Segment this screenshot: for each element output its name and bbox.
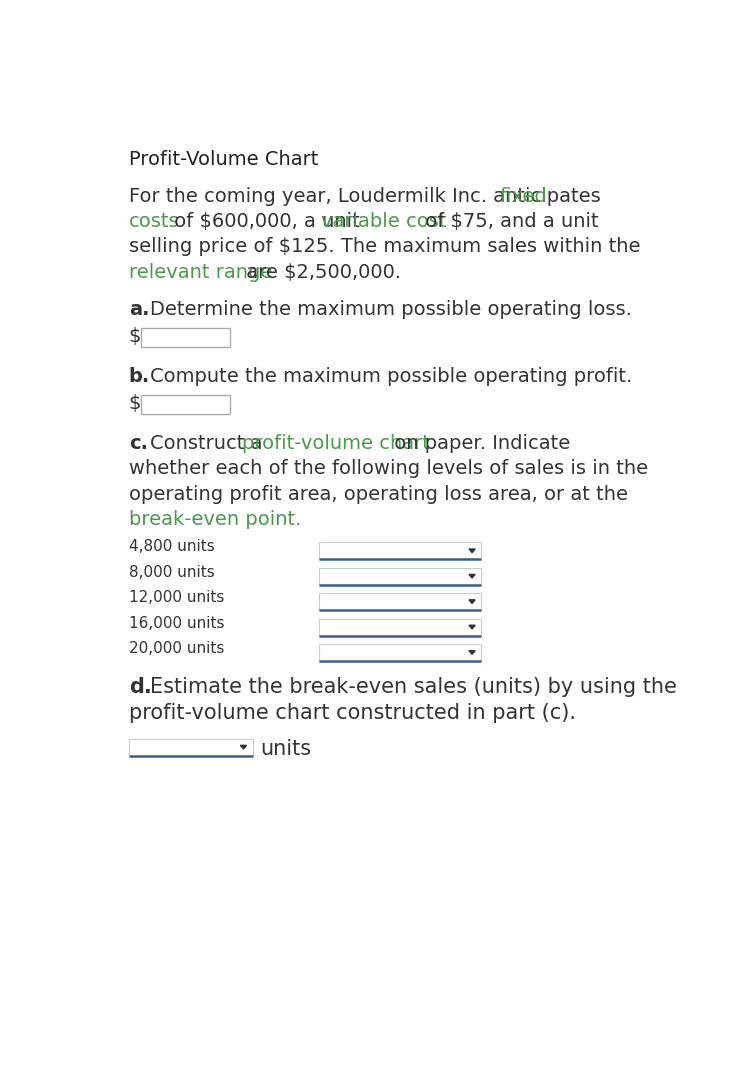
Polygon shape	[469, 651, 475, 654]
Text: whether each of the following levels of sales is in the: whether each of the following levels of …	[128, 460, 648, 478]
Text: of $75, and a unit: of $75, and a unit	[419, 212, 599, 231]
Text: on paper. Indicate: on paper. Indicate	[388, 434, 570, 453]
Text: c.: c.	[128, 434, 148, 453]
Text: Determine the maximum possible operating loss.: Determine the maximum possible operating…	[150, 300, 632, 319]
Text: $: $	[128, 394, 141, 412]
Text: Profit-Volume Chart: Profit-Volume Chart	[128, 150, 318, 170]
Text: Construct a: Construct a	[150, 434, 269, 453]
Text: For the coming year, Loudermilk Inc. anticipates: For the coming year, Loudermilk Inc. ant…	[128, 187, 607, 205]
Text: $: $	[128, 326, 141, 346]
Bar	[141, 395, 231, 413]
Text: 12,000 units: 12,000 units	[128, 590, 224, 605]
Text: 8,000 units: 8,000 units	[128, 565, 215, 580]
Text: profit-volume chart: profit-volume chart	[243, 434, 430, 453]
Text: b.: b.	[128, 367, 150, 386]
Text: fixed: fixed	[499, 187, 547, 205]
Text: 20,000 units: 20,000 units	[128, 641, 224, 656]
Text: of $600,000, a unit: of $600,000, a unit	[168, 212, 366, 231]
Polygon shape	[469, 575, 475, 578]
Bar	[318, 644, 481, 661]
Text: break-even point.: break-even point.	[128, 510, 301, 529]
Text: a.: a.	[128, 300, 149, 319]
Text: d.: d.	[128, 677, 152, 697]
Text: 4,800 units: 4,800 units	[128, 539, 215, 554]
Text: costs: costs	[128, 212, 179, 231]
Bar	[318, 619, 481, 636]
Bar	[141, 329, 231, 347]
Polygon shape	[469, 549, 475, 553]
Text: selling price of $125. The maximum sales within the: selling price of $125. The maximum sales…	[128, 237, 641, 257]
Bar	[318, 542, 481, 560]
Bar	[128, 739, 253, 756]
Text: Estimate the break-even sales (units) by using the: Estimate the break-even sales (units) by…	[150, 677, 677, 697]
Text: are $2,500,000.: are $2,500,000.	[240, 263, 401, 281]
Bar	[318, 568, 481, 584]
Text: units: units	[261, 739, 312, 758]
Text: profit-volume chart constructed in part (c).: profit-volume chart constructed in part …	[128, 703, 576, 723]
Bar	[318, 593, 481, 610]
Text: variable cost: variable cost	[321, 212, 447, 231]
Text: 16,000 units: 16,000 units	[128, 615, 225, 630]
Polygon shape	[469, 599, 475, 604]
Text: relevant range: relevant range	[128, 263, 272, 281]
Polygon shape	[469, 625, 475, 629]
Text: operating profit area, operating loss area, or at the: operating profit area, operating loss ar…	[128, 484, 628, 504]
Polygon shape	[240, 745, 246, 749]
Text: Compute the maximum possible operating profit.: Compute the maximum possible operating p…	[150, 367, 632, 386]
